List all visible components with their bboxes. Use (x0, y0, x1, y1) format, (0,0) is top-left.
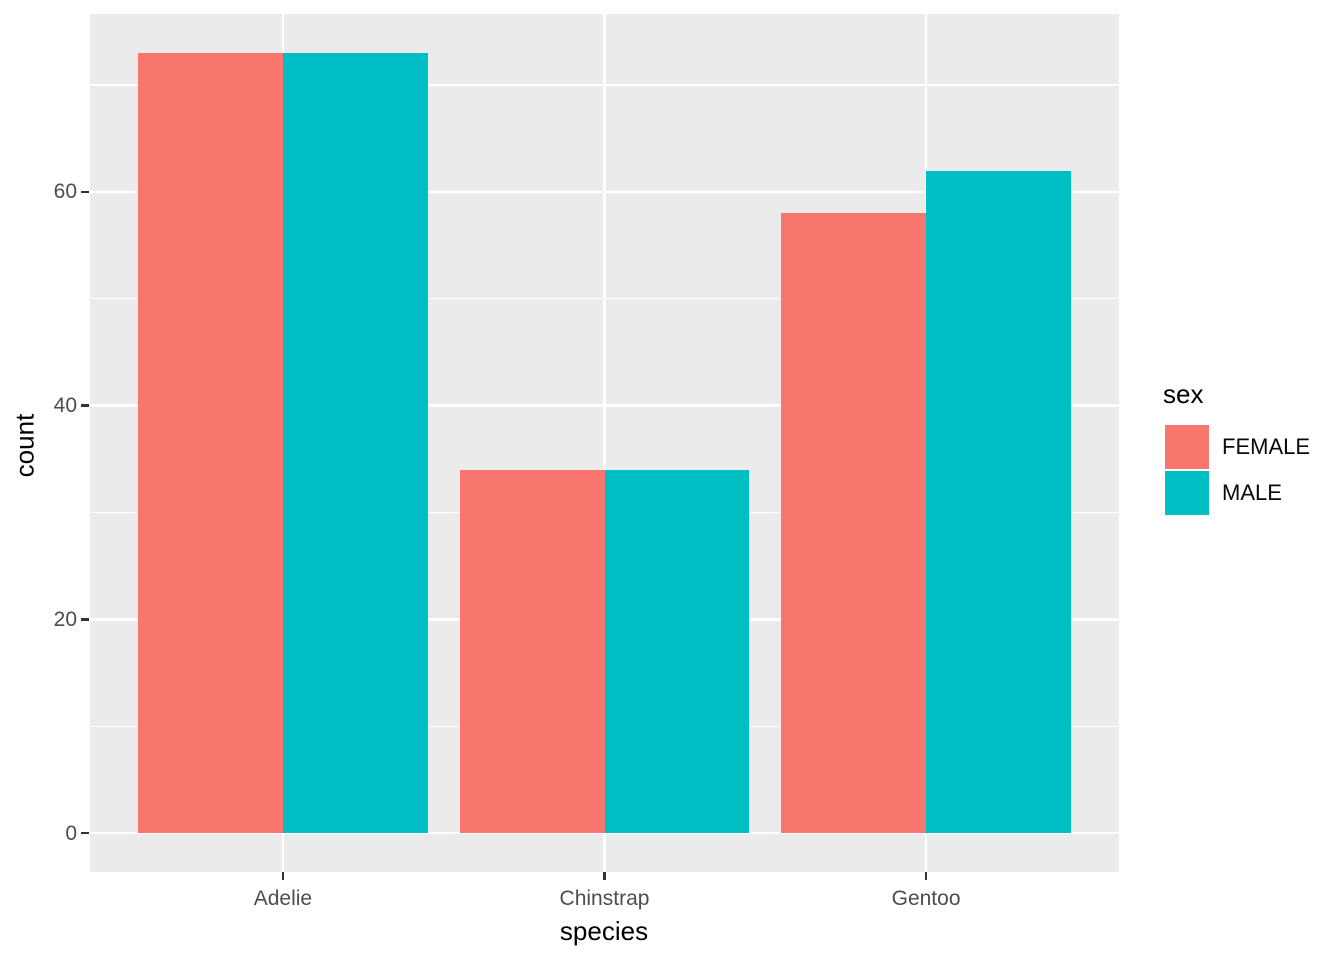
bar-female-adelie (138, 53, 283, 833)
x-tick-mark (281, 872, 285, 880)
y-tick-mark (81, 404, 89, 407)
y-tick-mark (81, 831, 89, 835)
legend-title: sex (1163, 379, 1204, 409)
x-axis-title: species (559, 916, 649, 946)
y-tick-label: 20 (53, 607, 77, 631)
bar-male-chinstrap (604, 469, 750, 833)
legend-items: FEMALE MALE (1165, 425, 1310, 515)
legend: sex FEMALE MALE (1163, 379, 1310, 515)
legend-key-male (1165, 471, 1209, 515)
legend-item-female: FEMALE (1165, 425, 1310, 469)
plot-panel (90, 14, 1119, 872)
y-tick-label: 60 (53, 180, 77, 204)
bar-female-gentoo (781, 213, 927, 833)
y-tick-mark (81, 190, 89, 194)
y-tick-label: 40 (53, 394, 77, 418)
y-axis-title: count (9, 413, 40, 478)
x-tick-mark (603, 872, 606, 880)
x-tick-mark (924, 872, 928, 880)
bar-male-adelie (282, 53, 428, 833)
legend-item-male: MALE (1165, 471, 1310, 515)
bar-female-chinstrap (459, 469, 605, 833)
legend-key-female (1165, 425, 1209, 469)
legend-label: MALE (1222, 480, 1282, 505)
y-tick-mark (81, 618, 89, 621)
y-tick-label: 0 (65, 821, 77, 845)
legend-label: FEMALE (1222, 434, 1311, 459)
x-tick-label: Gentoo (891, 887, 961, 910)
bar-male-gentoo (926, 170, 1071, 833)
x-tick-label: Adelie (253, 887, 313, 910)
gridline-major-x (603, 14, 606, 872)
x-tick-label: Chinstrap (559, 887, 650, 910)
